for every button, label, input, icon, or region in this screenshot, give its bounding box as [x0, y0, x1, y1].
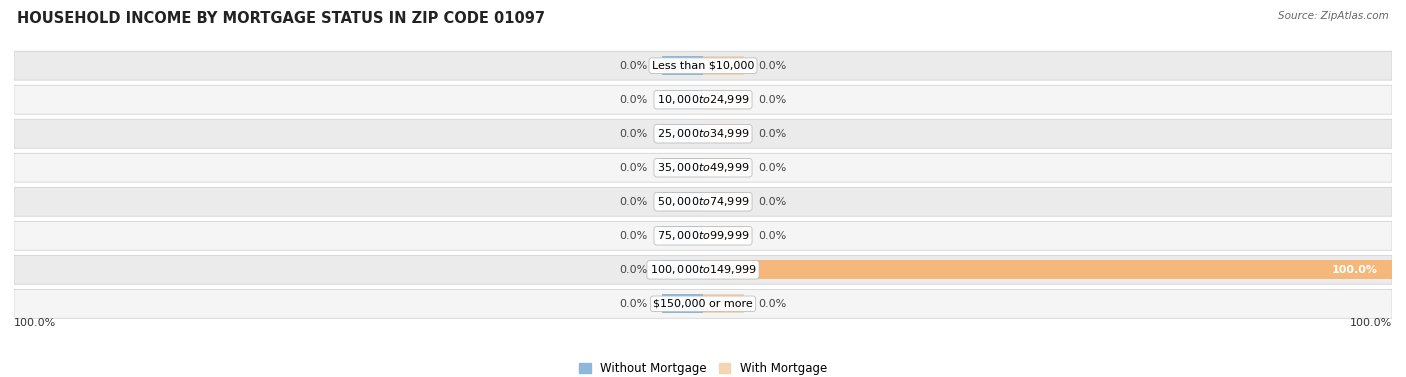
FancyBboxPatch shape — [14, 51, 1392, 80]
Bar — [703, 192, 744, 211]
FancyBboxPatch shape — [14, 221, 1392, 250]
Text: 0.0%: 0.0% — [620, 95, 648, 105]
FancyBboxPatch shape — [14, 153, 1392, 182]
Text: 0.0%: 0.0% — [620, 231, 648, 241]
Bar — [703, 124, 744, 143]
Bar — [703, 260, 1392, 279]
Text: 0.0%: 0.0% — [620, 129, 648, 139]
Text: 0.0%: 0.0% — [758, 299, 786, 309]
Bar — [662, 260, 703, 279]
Text: $25,000 to $34,999: $25,000 to $34,999 — [657, 127, 749, 140]
Bar — [662, 226, 703, 245]
Text: 0.0%: 0.0% — [758, 231, 786, 241]
Text: $75,000 to $99,999: $75,000 to $99,999 — [657, 229, 749, 242]
Text: HOUSEHOLD INCOME BY MORTGAGE STATUS IN ZIP CODE 01097: HOUSEHOLD INCOME BY MORTGAGE STATUS IN Z… — [17, 11, 546, 26]
Bar — [662, 294, 703, 313]
Text: 0.0%: 0.0% — [620, 163, 648, 173]
Text: 0.0%: 0.0% — [758, 163, 786, 173]
Text: Source: ZipAtlas.com: Source: ZipAtlas.com — [1278, 11, 1389, 21]
Bar — [703, 294, 744, 313]
Text: 100.0%: 100.0% — [14, 317, 56, 328]
Bar — [703, 158, 744, 177]
Bar — [703, 56, 744, 75]
Text: 0.0%: 0.0% — [620, 61, 648, 70]
FancyBboxPatch shape — [14, 290, 1392, 318]
Text: 100.0%: 100.0% — [1350, 317, 1392, 328]
Bar — [662, 90, 703, 109]
Bar — [662, 56, 703, 75]
Text: Less than $10,000: Less than $10,000 — [652, 61, 754, 70]
Text: 0.0%: 0.0% — [620, 299, 648, 309]
Text: 0.0%: 0.0% — [758, 129, 786, 139]
FancyBboxPatch shape — [14, 85, 1392, 114]
Bar — [662, 192, 703, 211]
Text: $150,000 or more: $150,000 or more — [654, 299, 752, 309]
Bar — [662, 158, 703, 177]
Text: 0.0%: 0.0% — [758, 197, 786, 207]
Text: $35,000 to $49,999: $35,000 to $49,999 — [657, 161, 749, 174]
Bar — [703, 226, 744, 245]
Bar — [662, 124, 703, 143]
Text: 0.0%: 0.0% — [620, 265, 648, 275]
FancyBboxPatch shape — [14, 119, 1392, 148]
Text: $50,000 to $74,999: $50,000 to $74,999 — [657, 195, 749, 208]
Text: $10,000 to $24,999: $10,000 to $24,999 — [657, 93, 749, 106]
Text: 0.0%: 0.0% — [620, 197, 648, 207]
Text: $100,000 to $149,999: $100,000 to $149,999 — [650, 263, 756, 276]
Text: 0.0%: 0.0% — [758, 61, 786, 70]
Legend: Without Mortgage, With Mortgage: Without Mortgage, With Mortgage — [574, 357, 832, 377]
Text: 0.0%: 0.0% — [758, 95, 786, 105]
Bar — [703, 90, 744, 109]
FancyBboxPatch shape — [14, 255, 1392, 284]
Text: 100.0%: 100.0% — [1331, 265, 1378, 275]
FancyBboxPatch shape — [14, 187, 1392, 216]
